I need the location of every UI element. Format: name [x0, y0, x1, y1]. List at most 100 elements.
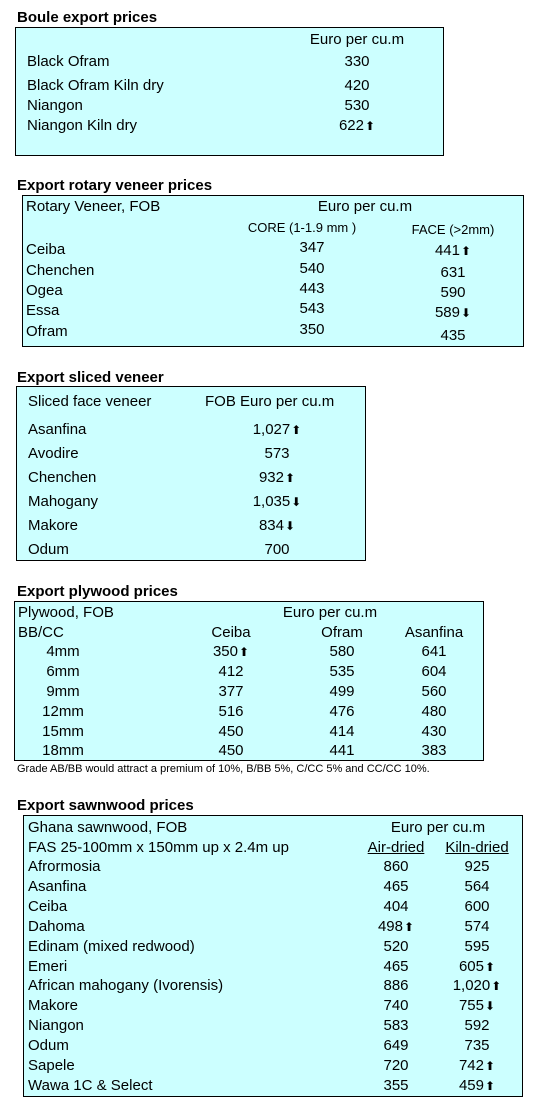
sliced-row-value: 700: [264, 541, 289, 558]
sliced-row-value-text: 932: [258, 469, 284, 486]
plywood-row-size-text: 6mm: [46, 663, 80, 680]
sliced-row-name: Makore: [28, 517, 78, 534]
boule-row-value-text: 330: [344, 53, 370, 70]
sawnwood-row-air-text: 649: [383, 1037, 409, 1055]
rotary-face-header: FACE (>2mm): [411, 222, 495, 237]
sliced-row-name: Chenchen: [28, 469, 96, 486]
plywood-row-value-text: 641: [421, 643, 447, 660]
sawnwood-row-name: Makore: [28, 997, 78, 1014]
plywood-col-ceiba: Ceiba: [211, 624, 251, 641]
plywood-row-size: 18mm: [42, 742, 84, 759]
plywood-row-size-text: 4mm: [46, 643, 80, 660]
plywood-row-value-text: 430: [421, 723, 447, 740]
sawnwood-row-air: 404: [383, 898, 408, 915]
sawnwood-row-name-text: Sapele: [28, 1057, 75, 1074]
rotary-row-core: 347: [299, 239, 324, 256]
sliced-label-header: Sliced face veneer: [28, 393, 152, 410]
plywood-row-value-text: 476: [329, 703, 355, 720]
sawnwood-row-name: Wawa 1C & Select: [28, 1077, 153, 1094]
plywood-title: Export plywood prices: [17, 583, 178, 600]
sliced-row-value: 1,035⬇: [253, 493, 302, 511]
sliced-table: [16, 386, 366, 561]
sawnwood-row-kiln-text: 605: [458, 957, 484, 975]
sliced-row-value: 573: [264, 445, 289, 462]
sawnwood-row-name-text: Dahoma: [28, 917, 85, 935]
sliced-row-name-text: Asanfina: [28, 421, 87, 438]
rotary-unit-header: Euro per cu.m: [317, 198, 413, 215]
rotary-row-face: 435: [440, 327, 465, 344]
sawnwood-row-kiln-text: 564: [464, 877, 490, 895]
rotary-row-core: 443: [299, 280, 324, 297]
rotary-row-face: 590: [440, 284, 465, 301]
sliced-unit-header: FOB Euro per cu.m: [205, 393, 335, 410]
boule-row-name-text: Niangon Kiln dry: [27, 117, 138, 134]
sawnwood-row-name: Niangon: [28, 1017, 84, 1034]
rotary-row-core: 540: [299, 260, 324, 277]
plywood-row-value: 350⬆: [213, 643, 249, 661]
plywood-row-value-text: 480: [421, 703, 447, 720]
arrow-up-icon: ⬆: [291, 423, 302, 437]
sawnwood-row-air-text: 583: [383, 1017, 409, 1035]
boule-row-value-text: 530: [344, 97, 370, 114]
arrow-up-icon: ⬆: [460, 244, 472, 258]
boule-row-name-text: Black Ofram Kiln dry: [27, 77, 164, 94]
sawnwood-row-kiln: 592: [464, 1017, 489, 1034]
sawnwood-row-kiln: 755⬇: [459, 997, 495, 1015]
boule-title: Boule export prices: [17, 9, 158, 26]
sawnwood-table: [23, 815, 523, 1097]
rotary-row-core-text: 347: [299, 239, 325, 256]
plywood-row-value-text: 499: [329, 683, 355, 700]
sawnwood-row-air: 465: [383, 878, 408, 895]
sawnwood-row-kiln-text: 735: [464, 1037, 490, 1055]
sawnwood-row-air-text: 720: [383, 1057, 409, 1074]
rotary-row-name: Ofram: [26, 323, 68, 340]
boule-table: [15, 27, 444, 156]
boule-row-value: 420: [344, 77, 369, 94]
arrow-up-icon: ⬆: [484, 959, 496, 974]
plywood-row-value: 450: [218, 742, 243, 759]
rotary-row-face-text: 631: [440, 264, 466, 281]
arrow-down-icon: ⬇: [460, 306, 472, 320]
arrow-up-icon: ⬆: [238, 645, 250, 659]
sliced-row-name-text: Avodire: [28, 445, 79, 462]
rotary-row-name-text: Ofram: [26, 323, 68, 340]
plywood-grade-label: BB/CC: [18, 624, 64, 641]
plywood-row-value: 383: [421, 742, 446, 759]
sliced-row-value-text: 573: [264, 445, 290, 462]
plywood-row-value-text: 604: [421, 663, 447, 680]
sawnwood-row-air-text: 355: [383, 1076, 409, 1094]
plywood-row-value: 580: [329, 643, 354, 660]
sawnwood-row-air-text: 404: [383, 897, 409, 915]
sawnwood-row-name: Afrormosia: [28, 858, 101, 875]
rotary-row-name-text: Ceiba: [26, 241, 66, 258]
rotary-row-face-text: 441: [434, 242, 460, 259]
sawnwood-row-kiln-text: 592: [464, 1017, 490, 1035]
sliced-row-name-text: Mahogany: [28, 493, 99, 510]
rotary-row-name-text: Essa: [26, 302, 60, 319]
rotary-title: Export rotary veneer prices: [17, 177, 213, 194]
sliced-row-name: Odum: [28, 541, 69, 558]
plywood-row-value: 560: [421, 683, 446, 700]
plywood-row-value: 430: [421, 723, 446, 740]
sawnwood-row-air-text: 886: [383, 977, 409, 995]
sawnwood-row-air-text: 740: [383, 997, 409, 1015]
rotary-table: [22, 195, 524, 347]
sawnwood-row-name: Emeri: [28, 958, 67, 975]
rotary-core-header: CORE (1-1.9 mm ): [247, 220, 357, 235]
rotary-row-name-text: Chenchen: [26, 262, 95, 279]
rotary-row-core: 350: [299, 321, 324, 338]
sawnwood-row-name: Sapele: [28, 1057, 75, 1074]
plywood-unit-header: Euro per cu.m: [282, 604, 378, 621]
sliced-row-value-text: 834: [258, 517, 284, 534]
rotary-row-face-text: 590: [440, 284, 466, 301]
sawnwood-row-kiln-text: 595: [464, 937, 490, 955]
sawnwood-row-air: 740: [383, 997, 408, 1014]
sawnwood-row-name: Asanfina: [28, 878, 86, 895]
plywood-row-value: 641: [421, 643, 446, 660]
plywood-row-size: 9mm: [46, 683, 79, 700]
plywood-row-value-text: 580: [329, 643, 355, 660]
sawnwood-row-air: 886: [383, 977, 408, 994]
sawnwood-row-air-text: 465: [383, 957, 409, 975]
plywood-row-value: 535: [329, 663, 354, 680]
plywood-col-asanfina: Asanfina: [404, 624, 464, 641]
